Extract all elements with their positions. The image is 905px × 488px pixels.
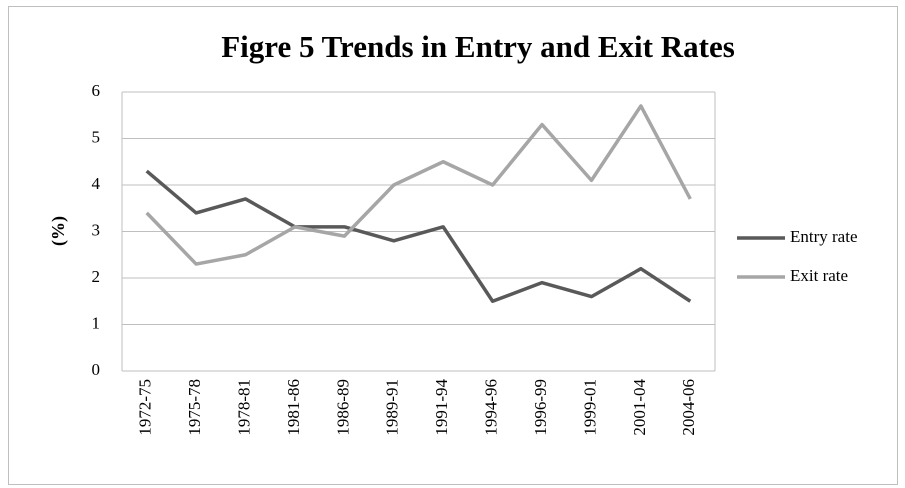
x-tick-label: 1999-01	[580, 379, 599, 436]
legend-label: Exit rate	[790, 266, 848, 285]
x-tick-label: 1994-96	[482, 379, 501, 436]
x-tick-label: 1996-99	[531, 379, 550, 436]
series-line	[145, 169, 692, 303]
x-tick-label: 1991-94	[432, 379, 451, 436]
x-tick-label: 1989-91	[383, 379, 402, 436]
y-tick-label: 3	[92, 220, 101, 239]
y-tick-label: 4	[92, 174, 101, 193]
y-tick-label: 0	[92, 360, 101, 379]
x-tick-label: 1978-81	[234, 379, 253, 436]
y-axis-label: (%)	[48, 216, 69, 246]
y-tick-label: 6	[92, 81, 101, 100]
y-tick-label: 5	[92, 127, 101, 146]
x-tick-label: 1981-86	[284, 379, 303, 436]
series-line	[145, 104, 692, 266]
chart-frame	[8, 6, 898, 485]
x-tick-label: 1972-75	[136, 379, 155, 436]
x-tick-label: 2001-04	[630, 379, 649, 436]
x-tick-label: 1986-89	[333, 379, 352, 436]
x-tick-label: 1975-78	[185, 379, 204, 436]
legend-label: Entry rate	[790, 227, 858, 246]
y-tick-label: 1	[92, 313, 101, 332]
x-tick-label: 2004-06	[679, 379, 698, 436]
chart-title: Figre 5 Trends in Entry and Exit Rates	[221, 29, 735, 64]
y-tick-label: 2	[92, 267, 101, 286]
